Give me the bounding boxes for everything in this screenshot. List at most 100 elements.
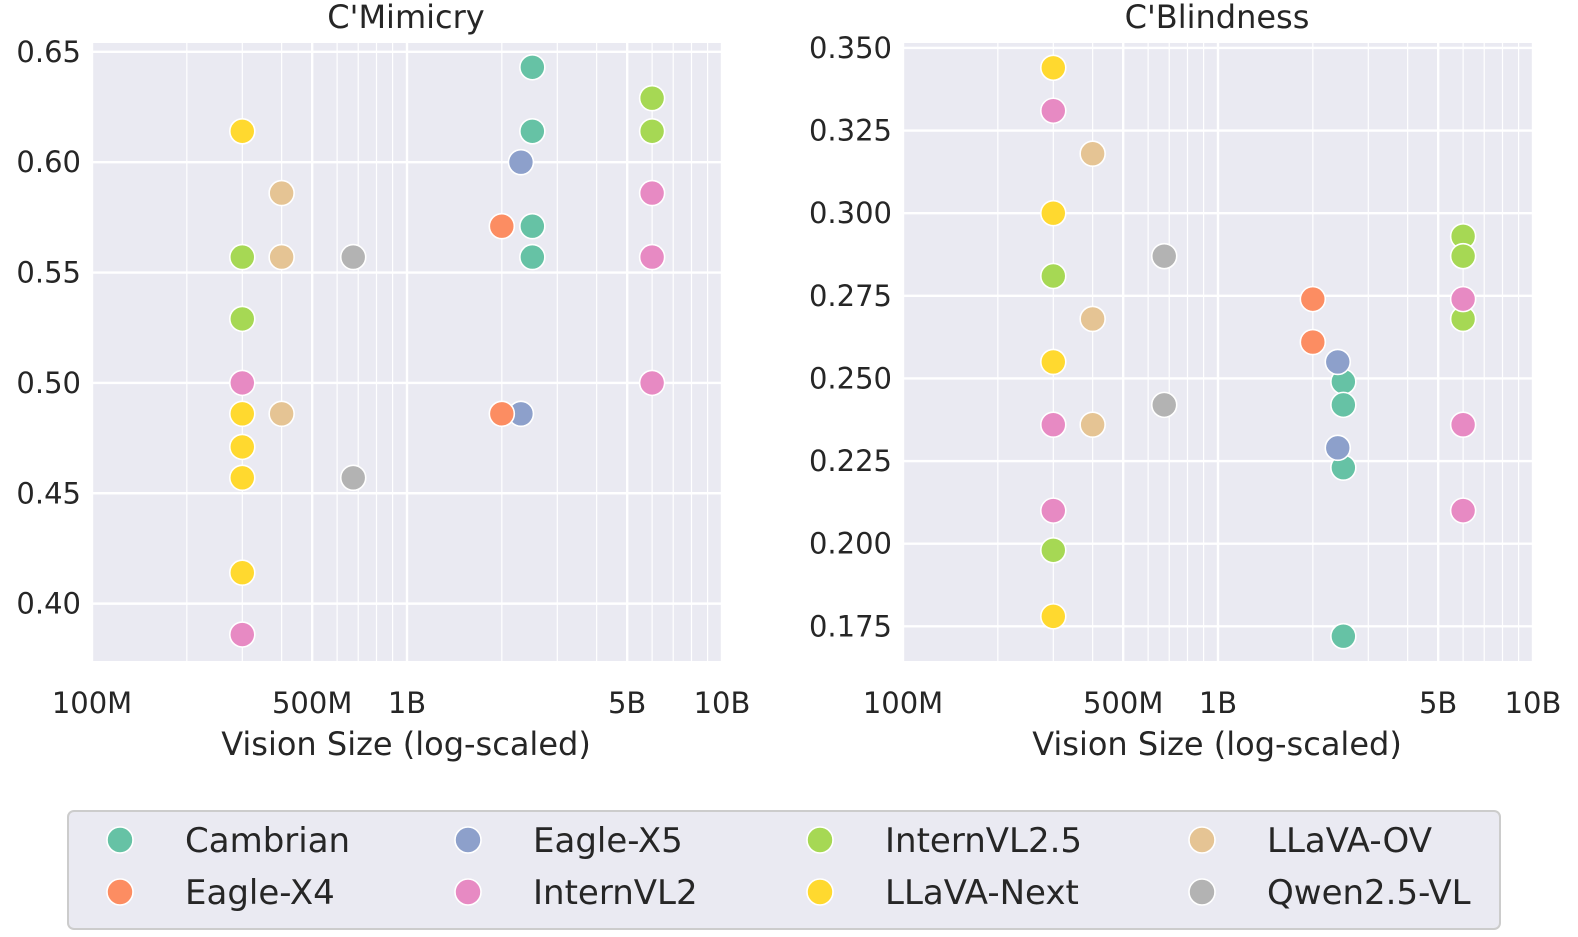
series-llava-ov: [268, 179, 295, 428]
data-point: [1079, 140, 1106, 168]
panel-title: C'Mimicry: [327, 0, 484, 36]
legend-frame: [67, 810, 1501, 930]
x-tick-label: 100M: [863, 686, 943, 720]
series-llava-next: [228, 117, 256, 587]
series-cambrian: [1330, 368, 1357, 650]
y-tick-label: 0.300: [809, 196, 892, 230]
legend-item: Cambrian: [106, 821, 350, 861]
legend-item: LLaVA-Next: [806, 873, 1079, 913]
data-point: [1039, 262, 1067, 290]
x-tick-label: 500M: [1083, 686, 1163, 720]
gridlines: [90, 43, 724, 661]
x-tick-label: 5B: [1419, 686, 1457, 720]
legend-marker: [1188, 826, 1216, 854]
series-internvl2-5: [228, 84, 666, 333]
data-point: [488, 400, 516, 428]
data-point: [228, 621, 256, 648]
data-point: [268, 243, 295, 271]
data-point: [268, 179, 295, 207]
data-point: [1039, 536, 1067, 564]
y-tick-label: 0.175: [809, 609, 892, 643]
data-point: [1324, 434, 1352, 462]
data-point: [1150, 391, 1178, 419]
series-llava-ov: [1079, 140, 1106, 439]
panel-title: C'Blindness: [1125, 0, 1310, 36]
data-point: [228, 433, 256, 461]
data-point: [268, 400, 295, 428]
legend-marker: [454, 878, 482, 906]
x-tick-label: 5B: [608, 686, 646, 720]
data-point: [228, 559, 256, 587]
data-point: [228, 305, 256, 333]
data-point: [638, 369, 666, 397]
data-point: [638, 243, 666, 271]
y-tick-label: 0.50: [16, 366, 81, 400]
y-tick-label: 0.325: [809, 114, 892, 148]
gridlines: [901, 43, 1535, 661]
data-point: [1039, 97, 1067, 125]
legend-marker: [454, 826, 482, 854]
series-llava-next: [1039, 54, 1067, 630]
x-axis-label: Vision Size (log-scaled): [221, 725, 591, 763]
data-point: [228, 117, 256, 145]
series-eagle-x5: [1324, 348, 1352, 462]
data-point: [1330, 391, 1357, 419]
data-point: [638, 179, 666, 207]
data-point: [1449, 411, 1477, 439]
legend-marker: [106, 826, 134, 854]
legend-item: Eagle-X4: [106, 873, 335, 913]
data-point: [1039, 497, 1067, 524]
data-point: [228, 400, 256, 428]
data-point: [1299, 328, 1327, 356]
legend-label: Qwen2.5-VL: [1267, 873, 1471, 913]
legend-label: Cambrian: [185, 821, 350, 861]
data-point: [638, 84, 666, 112]
legend-label: LLaVA-OV: [1267, 821, 1432, 861]
series-internvl2-5: [1039, 223, 1477, 564]
legend-marker: [806, 826, 834, 854]
data-point: [1039, 199, 1067, 227]
x-tick-label: 100M: [52, 686, 132, 720]
legend-item: InternVL2: [454, 873, 698, 913]
legend-item: InternVL2.5: [806, 821, 1082, 861]
data-point: [638, 117, 666, 145]
data-point: [1299, 285, 1327, 313]
panel-cblindness: C'Blindness Vision Size (log-scaled) 0.1…: [809, 0, 1561, 763]
y-tick-label: 0.45: [16, 476, 81, 510]
data-point: [1324, 348, 1352, 376]
legend-label: Eagle-X4: [185, 873, 335, 913]
series-eagle-x4: [1299, 285, 1327, 356]
legend-label: InternVL2: [533, 873, 698, 913]
data-point: [519, 117, 546, 145]
x-tick-label: 10B: [1505, 686, 1562, 720]
y-tick-label: 0.60: [16, 145, 81, 179]
y-tick-label: 0.250: [809, 361, 892, 395]
series-cambrian: [519, 53, 546, 271]
data-point: [339, 243, 367, 271]
series-qwen2-5-vl: [339, 243, 367, 492]
data-point: [1039, 603, 1067, 630]
legend-item: Qwen2.5-VL: [1188, 873, 1471, 913]
legend-label: Eagle-X5: [533, 821, 683, 861]
data-point: [1039, 54, 1067, 82]
data-point: [1449, 285, 1477, 313]
data-point: [1039, 348, 1067, 376]
x-tick-label: 1B: [388, 686, 426, 720]
legend-marker: [806, 878, 834, 906]
data-point: [1079, 411, 1106, 439]
data-point: [507, 148, 535, 176]
series-internvl2: [1039, 97, 1477, 524]
data-point: [1079, 305, 1106, 333]
y-tick-label: 0.275: [809, 279, 892, 313]
y-tick-label: 0.350: [809, 31, 892, 65]
series-internvl2: [228, 179, 666, 648]
panel-cmimicry: C'Mimicry Vision Size (log-scaled) 0.40 0…: [16, 0, 750, 763]
data-point: [488, 212, 516, 240]
data-point: [228, 464, 256, 492]
legend-label: LLaVA-Next: [885, 873, 1079, 913]
data-point: [1330, 622, 1357, 650]
data-point: [519, 53, 546, 81]
data-point: [519, 212, 546, 240]
series-qwen2-5-vl: [1150, 242, 1178, 419]
x-tick-label: 500M: [272, 686, 352, 720]
